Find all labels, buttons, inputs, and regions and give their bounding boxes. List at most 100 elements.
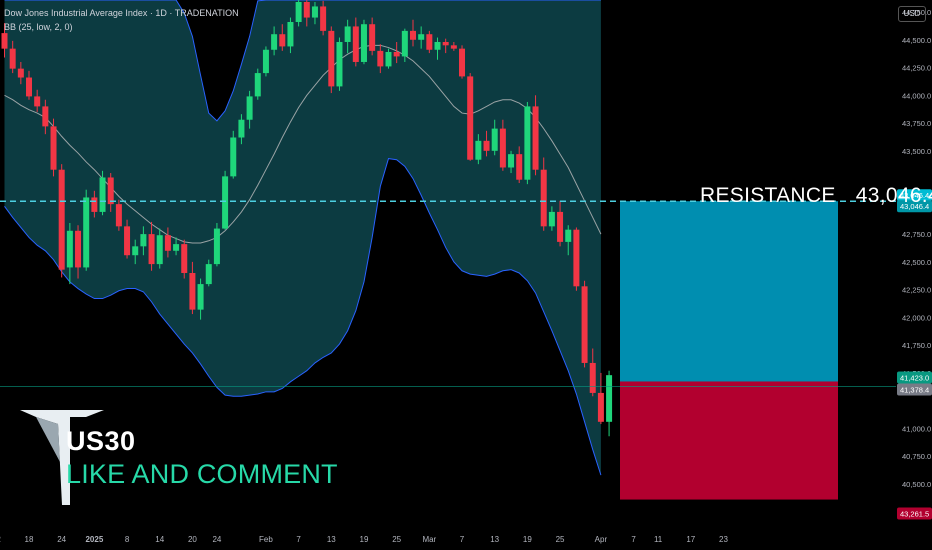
candle-body bbox=[303, 2, 310, 18]
candle-body bbox=[107, 177, 114, 205]
candle-body bbox=[410, 30, 416, 40]
candle-body bbox=[279, 34, 286, 47]
candle-body bbox=[124, 226, 131, 256]
candle-body bbox=[508, 154, 515, 168]
price-tick-label: 41,000.0 bbox=[902, 424, 931, 433]
candle-body bbox=[540, 169, 547, 227]
band-lower-line bbox=[4, 158, 602, 476]
candle-body bbox=[516, 154, 523, 180]
price-tick-label: 44,000.0 bbox=[902, 91, 931, 100]
candle-body bbox=[42, 106, 49, 127]
candle-body bbox=[483, 140, 490, 151]
candle-body bbox=[222, 176, 229, 229]
candle-body bbox=[442, 41, 449, 46]
time-tick-label: 24 bbox=[212, 535, 221, 544]
time-tick-label: Feb bbox=[259, 535, 273, 544]
time-tick-label: 14 bbox=[155, 535, 164, 544]
time-tick-label: 7 bbox=[631, 535, 636, 544]
candle-body bbox=[132, 246, 139, 256]
price-tick-label: 42,750.0 bbox=[902, 230, 931, 239]
price-axis[interactable]: 44,750.0 44,500.0 44,250.0 44,000.0 43,750.0… bbox=[896, 0, 932, 550]
candle-body bbox=[499, 128, 506, 168]
candle-body bbox=[548, 211, 555, 227]
candle-body bbox=[83, 197, 90, 268]
band-fill bbox=[4, 0, 601, 476]
candle-body bbox=[393, 51, 400, 57]
target-zone bbox=[620, 201, 838, 382]
indicator-legend[interactable]: BB (25, low, 2, 0) bbox=[4, 22, 73, 32]
position-overlays bbox=[0, 200, 896, 500]
time-tick-label: 11 bbox=[654, 535, 663, 544]
price-tag-resistance-2: 43,046.4 bbox=[900, 202, 929, 211]
time-tick-label: 2025 bbox=[85, 535, 103, 544]
time-tick-label: 24 bbox=[57, 535, 66, 544]
candle-body bbox=[197, 284, 204, 310]
price-tag-entry: 41,423.0 bbox=[900, 373, 929, 382]
candle-body bbox=[189, 272, 196, 310]
time-tick-label: 19 bbox=[360, 535, 369, 544]
candle-body bbox=[17, 68, 24, 78]
price-tag-resistance-bg bbox=[897, 189, 932, 202]
candle-body bbox=[205, 264, 212, 285]
time-tick-label: Apr bbox=[595, 535, 608, 544]
candle-body bbox=[491, 128, 498, 151]
price-tick-label: 42,250.0 bbox=[902, 286, 931, 295]
price-tick-label: 40,750.0 bbox=[902, 452, 931, 461]
price-tag-current-bg bbox=[897, 383, 932, 396]
candle-body bbox=[450, 45, 457, 49]
candle-body bbox=[99, 177, 106, 212]
price-tick-label: 40,500.0 bbox=[902, 480, 931, 489]
candle-body bbox=[75, 230, 82, 268]
candle-body bbox=[426, 34, 433, 50]
candle-body bbox=[565, 229, 572, 242]
time-tick-label: 19 bbox=[523, 535, 532, 544]
currency-button[interactable]: USD bbox=[898, 6, 926, 22]
candle-body bbox=[91, 197, 98, 212]
candle-body bbox=[524, 106, 531, 180]
time-tick-label: 25 bbox=[556, 535, 565, 544]
time-tick-label: 12 bbox=[0, 535, 1, 544]
candle-body bbox=[434, 41, 441, 50]
candle-body bbox=[66, 230, 73, 268]
call-to-action: LIKE AND COMMENT bbox=[66, 459, 338, 489]
candle-body bbox=[140, 234, 147, 247]
time-tick-label: 7 bbox=[460, 535, 465, 544]
symbol-annotation: US30 bbox=[66, 426, 136, 456]
time-tick-label: Mar bbox=[422, 535, 436, 544]
candle-body bbox=[148, 234, 155, 265]
price-tick-label: 41,750.0 bbox=[902, 341, 931, 350]
candle-body bbox=[418, 34, 425, 40]
symbol-title[interactable]: Dow Jones Industrial Average Index · 1D … bbox=[4, 8, 239, 18]
candle-body bbox=[377, 50, 384, 67]
time-tick-label: 17 bbox=[686, 535, 695, 544]
candle-body bbox=[311, 6, 318, 18]
candle-body bbox=[173, 244, 180, 251]
candle-body bbox=[271, 34, 278, 50]
candle-body bbox=[34, 96, 41, 107]
candle-body bbox=[336, 41, 343, 87]
candle-body bbox=[459, 48, 466, 77]
candle-body bbox=[573, 229, 580, 287]
time-tick-label: 13 bbox=[490, 535, 499, 544]
candle-body bbox=[246, 96, 253, 120]
candle-body bbox=[9, 48, 16, 69]
bollinger-bands bbox=[4, 0, 602, 476]
candle-body bbox=[1, 33, 8, 49]
candle-body bbox=[238, 119, 245, 138]
resistance-annotation: RESISTANCE 43,046.4 bbox=[700, 184, 932, 208]
chart-header: Dow Jones Industrial Average Index · 1D … bbox=[4, 6, 239, 34]
price-tick-label: 42,500.0 bbox=[902, 258, 931, 267]
candle-body bbox=[58, 169, 65, 270]
candle-body bbox=[50, 126, 57, 170]
candle-body bbox=[320, 6, 327, 31]
price-tag-resistance-2-bg bbox=[897, 200, 932, 213]
candle-body bbox=[467, 76, 474, 160]
price-tick-label: 44,750.0 bbox=[902, 8, 931, 17]
candle-body bbox=[295, 2, 302, 22]
time-tick-label: 20 bbox=[188, 535, 197, 544]
time-axis[interactable]: 12 18 24 2025 8 14 20 24 Feb 7 13 19 25 Mar 7 13 19 25 Apr… bbox=[0, 535, 728, 544]
candle-body bbox=[581, 286, 588, 363]
price-tick-label: 43,750.0 bbox=[902, 119, 931, 128]
candle-body bbox=[287, 21, 294, 47]
